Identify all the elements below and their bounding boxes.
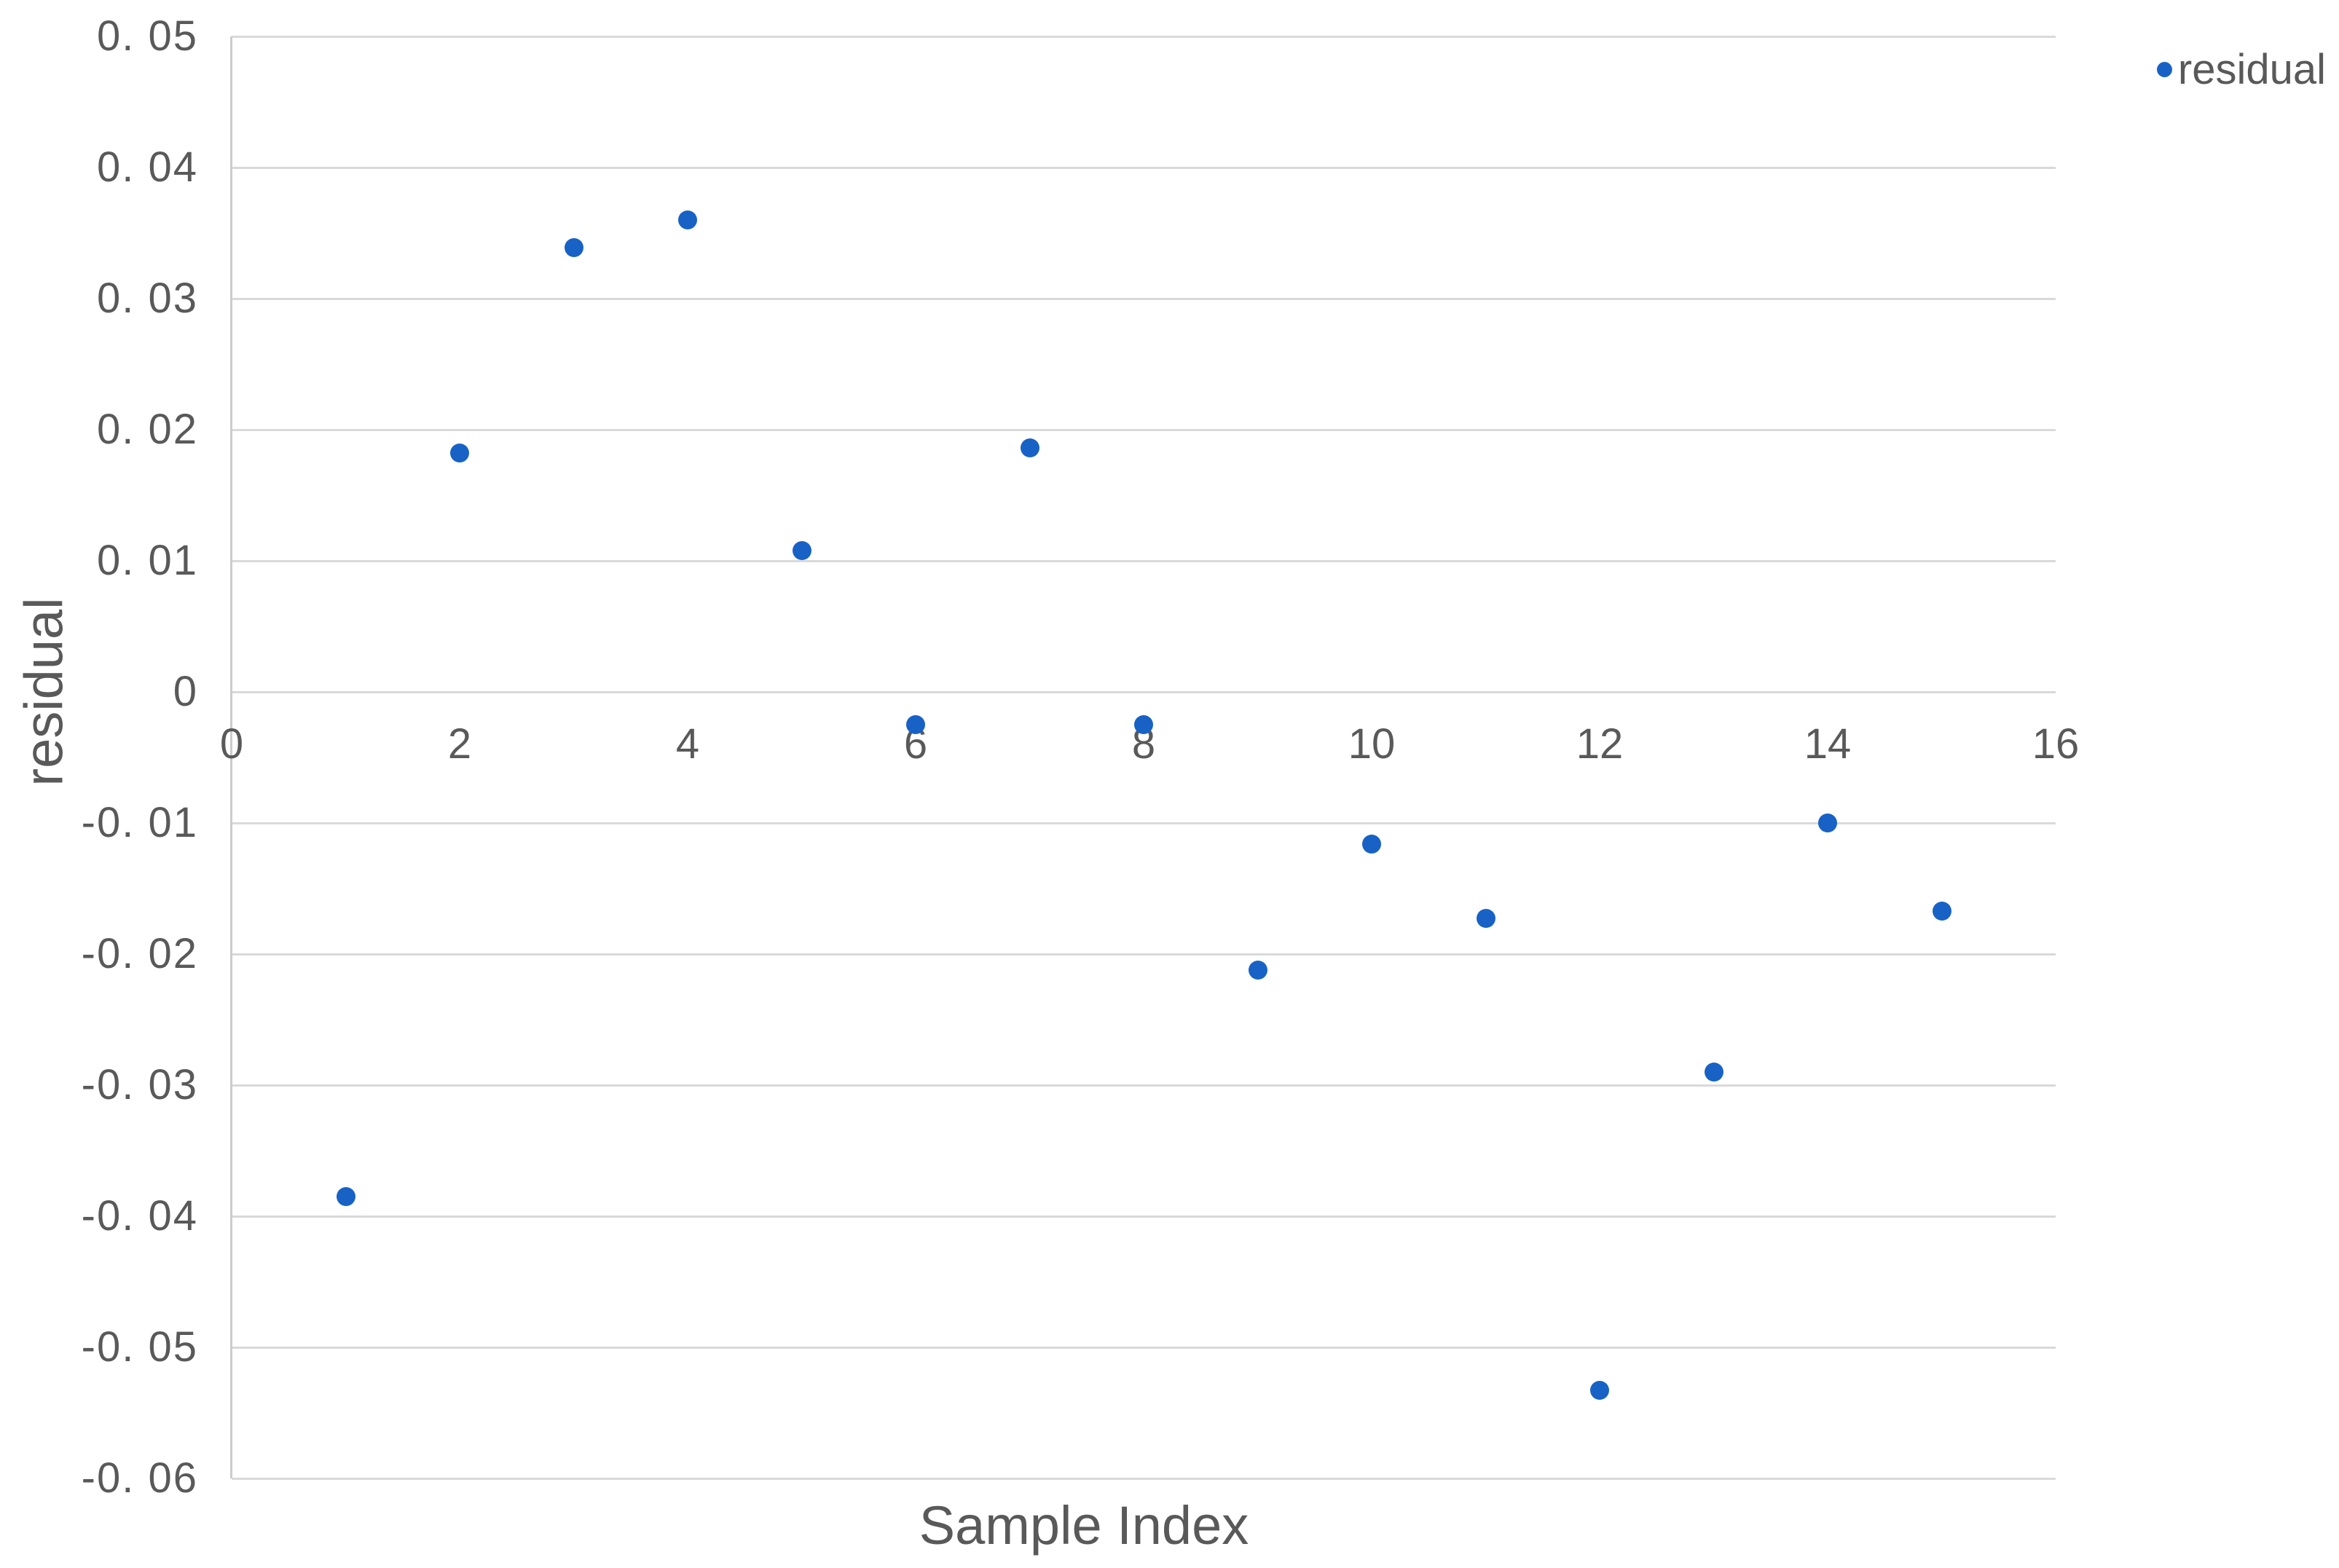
data-point-residual	[336, 1187, 355, 1206]
data-point-residual	[564, 237, 583, 257]
data-point-residual	[1020, 438, 1039, 458]
data-point-residual	[678, 210, 697, 229]
y-gridline	[232, 1478, 2056, 1480]
y-gridline	[232, 1216, 2056, 1218]
data-point-residual	[1704, 1063, 1723, 1082]
y-tick-label: 0. 02	[97, 406, 198, 453]
x-tick-label: 4	[675, 720, 700, 768]
y-gridline	[232, 167, 2056, 169]
x-tick-label: 2	[447, 720, 472, 768]
data-point-residual	[1932, 901, 1951, 921]
x-tick-label: 10	[1348, 720, 1396, 768]
y-tick-label: 0	[173, 668, 198, 715]
y-tick-label: 0. 01	[97, 537, 198, 584]
y-tick-label: 0. 05	[97, 12, 198, 60]
data-point-residual	[792, 540, 811, 560]
x-axis-title: Sample Index	[919, 1495, 1249, 1556]
data-point-residual	[1476, 909, 1495, 929]
y-gridline	[232, 429, 2056, 431]
y-tick-label: 0. 04	[97, 143, 198, 191]
legend-marker-icon	[2156, 62, 2172, 77]
legend-label: residual	[2177, 46, 2326, 93]
y-tick-label: -0. 04	[81, 1192, 198, 1240]
data-point-residual	[1818, 813, 1837, 832]
y-gridline	[232, 953, 2056, 956]
x-tick-label: 0	[219, 720, 244, 768]
y-tick-label: 0. 03	[97, 275, 198, 322]
y-gridline	[232, 691, 2056, 693]
y-tick-label: -0. 03	[81, 1061, 198, 1108]
y-tick-label: -0. 06	[81, 1454, 198, 1502]
y-gridline	[232, 36, 2056, 38]
data-point-residual	[450, 444, 469, 463]
y-gridline	[232, 822, 2056, 824]
y-tick-label: -0. 05	[81, 1323, 198, 1371]
y-axis-line	[230, 36, 232, 1478]
y-tick-label: -0. 02	[81, 930, 198, 977]
x-tick-label: 16	[2032, 720, 2080, 768]
data-point-residual	[1362, 834, 1381, 854]
y-gridline	[232, 1347, 2056, 1349]
data-point-residual	[1134, 715, 1153, 734]
legend: residual	[2156, 45, 2326, 94]
data-point-residual	[1248, 960, 1267, 980]
data-point-residual	[906, 715, 925, 734]
x-tick-label: 14	[1804, 720, 1852, 768]
y-gridline	[232, 1084, 2056, 1087]
data-point-residual	[1590, 1381, 1609, 1400]
x-tick-label: 12	[1576, 720, 1624, 768]
y-gridline	[232, 298, 2056, 300]
y-tick-label: -0. 01	[81, 799, 198, 846]
y-gridline	[232, 560, 2056, 562]
